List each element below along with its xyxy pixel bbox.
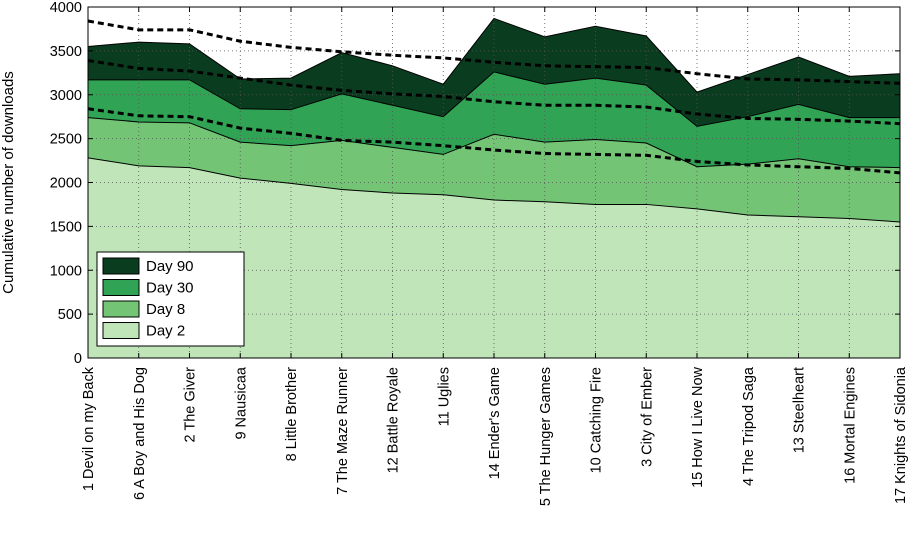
x-tick-label: 2 The Giver: [183, 367, 199, 443]
y-tick-label: 1500: [50, 219, 82, 235]
y-tick-label: 3500: [50, 44, 82, 60]
x-tick-label: 13 Steelheart: [792, 367, 808, 453]
edge-day-30: [88, 71, 900, 127]
x-tick-label: 7 The Maze Runner: [335, 367, 351, 495]
x-tick-label: 4 The Tripod Saga: [741, 366, 757, 486]
legend-swatch: [102, 279, 140, 296]
series-edge-lines: [87, 17, 901, 223]
x-tick-label: 5 The Hunger Games: [538, 367, 554, 506]
legend: Day 90 Day 30 Day 8 Day 2: [96, 251, 245, 347]
edge-day-90: [87, 17, 901, 93]
x-axis-ticks: 1 Devil on my Back 6 A Boy and His Dog 2 T…: [81, 7, 908, 506]
edge-day-2: [87, 157, 901, 223]
x-tick-label: 14 Ender's Game: [487, 367, 503, 479]
legend-label: Day 8: [146, 301, 185, 318]
y-tick-label: 1000: [50, 263, 82, 279]
legend-swatch: [102, 300, 140, 318]
legend-swatch: [102, 322, 140, 339]
trendline-day-90: [87, 19, 901, 85]
x-tick-label: 12 Battle Royale: [386, 367, 402, 473]
legend-swatch: [102, 257, 140, 275]
legend-label: Day 2: [146, 323, 185, 340]
y-axis-ticks: 0 500 1000 1500 2000 2500 3000 3500 4000: [50, 0, 900, 367]
x-tick-label: 11 Uglies: [436, 367, 452, 426]
legend-label: Day 90: [146, 258, 194, 275]
x-tick-label: 17 Knights of Sidonia: [893, 366, 908, 504]
x-tick-label: 8 Little Brother: [284, 367, 300, 461]
trend-lines: [87, 19, 901, 175]
trendline-day-8: [87, 107, 901, 175]
x-tick-label: 10 Catching Fire: [589, 367, 605, 473]
edge-day-8: [87, 117, 901, 169]
x-tick-label: 15 How I Live Now: [690, 366, 706, 487]
x-tick-label: 9 Nausicaa: [233, 366, 249, 439]
y-tick-label: 3000: [50, 88, 82, 104]
x-tick-label: 16 Mortal Engines: [842, 367, 858, 484]
y-tick-label: 2500: [50, 132, 82, 148]
x-tick-label: 1 Devil on my Back: [81, 366, 97, 491]
y-tick-label: 4000: [50, 0, 82, 16]
y-tick-label: 2000: [50, 176, 82, 192]
y-tick-label: 0: [74, 351, 82, 367]
y-tick-label: 500: [58, 307, 82, 323]
x-tick-label: 6 A Boy and His Dog: [132, 367, 148, 500]
legend-label: Day 30: [146, 280, 194, 297]
x-tick-label: 3 City of Ember: [639, 367, 655, 467]
y-axis-title: Cumulative number of downloads: [0, 71, 17, 294]
